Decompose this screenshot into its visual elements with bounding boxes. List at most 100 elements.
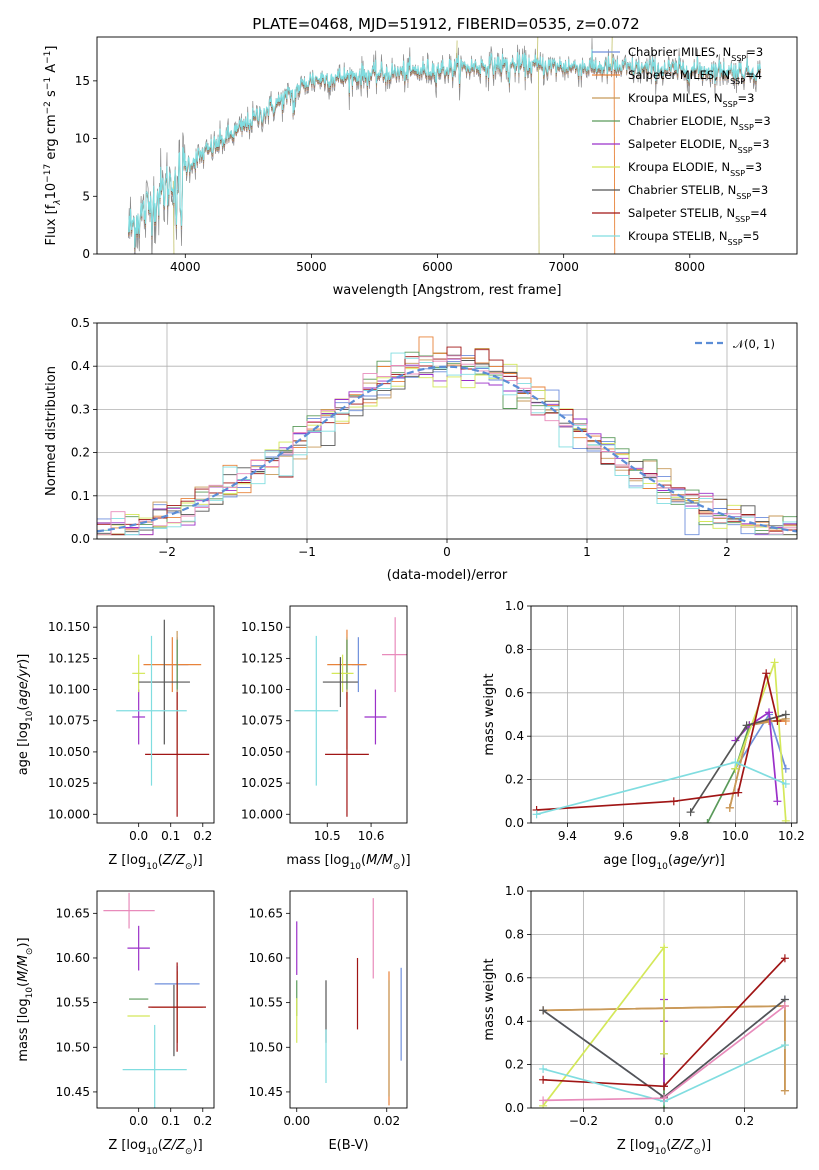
- label-part: −17: [43, 164, 53, 183]
- residuals-frame: [96, 322, 798, 540]
- label-part: −1: [43, 51, 53, 64]
- label-part: ⊙: [393, 862, 401, 872]
- legend-eq: =3: [751, 183, 768, 197]
- age_vs_mass-frame: [289, 605, 408, 824]
- y-tick-label: 10.150: [241, 620, 283, 634]
- mass-vs-Z-xlabel: Z [log10(Z/Z⊙)]: [108, 1138, 202, 1157]
- spectrum-lines: [128, 37, 761, 254]
- residual-histogram: [97, 346, 797, 536]
- y-tick-label: 10.050: [48, 745, 90, 759]
- y-tick-label: 0.8: [505, 642, 524, 656]
- y-tick-label: 15: [75, 74, 90, 88]
- spectrum-ylabel: Flux [fλ10−17 erg cm−2 s−1 A−1]: [43, 46, 63, 246]
- label-part: 10: [655, 1147, 667, 1157]
- y-tick-label: 10.50: [56, 1040, 90, 1054]
- legend-sub: SSP: [735, 215, 750, 224]
- label-part: ⊙: [693, 1147, 701, 1157]
- legend-name: Chabrier ELODIE, N: [628, 114, 739, 128]
- y-tick-label: 0: [82, 247, 90, 261]
- x-tick-label: 10.0: [722, 829, 749, 843]
- x-tick-label: 9.6: [614, 829, 633, 843]
- weight_vs_age-series: [532, 658, 790, 823]
- age_vs_Z-frame: [96, 605, 215, 824]
- y-tick-label: 10.65: [56, 906, 90, 920]
- label-part: 10: [146, 862, 158, 872]
- label-part: mass weight: [482, 958, 497, 1040]
- x-tick-label: 8000: [675, 260, 706, 274]
- y-tick-label: 0.2: [505, 1058, 524, 1072]
- label-part: 10: [146, 1147, 158, 1157]
- legend-label: Salpeter MILES, NSSP=4: [628, 68, 762, 86]
- x-tick-label: 6000: [422, 260, 453, 274]
- x-tick-label: 0.1: [161, 829, 180, 843]
- residual-histograms: [97, 336, 797, 536]
- mass-vs-ebv-xlabel: E(B-V): [328, 1138, 368, 1153]
- label-part: age/yr: [673, 853, 716, 868]
- y-tick-label: 10.45: [56, 1085, 90, 1099]
- y-tick-label: 10.55: [56, 996, 90, 1010]
- x-tick-label: 10.2: [778, 829, 805, 843]
- y-tick-label: 10.125: [241, 651, 283, 665]
- label-part: age [log: [16, 722, 31, 775]
- y-tick-label: 10.65: [249, 906, 283, 920]
- legend-label: Kroupa MILES, NSSP=3: [628, 91, 754, 109]
- mass_vs_ebv-points: [296, 898, 402, 1106]
- age-vs-Z-xlabel: Z [log10(Z/Z⊙)]: [108, 853, 202, 872]
- label-part: Z/Z: [670, 1138, 694, 1153]
- normal-curve: [97, 365, 797, 533]
- label-part: 10: [25, 987, 35, 999]
- y-tick-label: 10.50: [249, 1040, 283, 1054]
- legend-sub: SSP: [738, 146, 753, 155]
- y-tick-label: 0.3: [71, 402, 90, 416]
- x-tick-label: 10.6: [358, 829, 385, 843]
- x-tick-label: 0.1: [161, 1114, 180, 1128]
- mass_vs_ebv-frame: [289, 890, 408, 1109]
- weight_vs_age-axes: 9.4 9.6 9.8 10.0 10.2 0.0 0.2 0.4 0.6 0.8 1.0 age […: [482, 599, 805, 872]
- spectrum-axes: 4000 5000 6000 7000 8000 0 5 10 15 wavelength [An…: [43, 46, 705, 299]
- legend-name: Chabrier MILES, N: [628, 45, 731, 59]
- label-part: (: [668, 853, 673, 868]
- y-tick-label: 10.100: [48, 683, 90, 697]
- label-part: Normed distribution: [44, 366, 59, 496]
- spectrum-xlabel: wavelength [Angstrom, rest frame]: [333, 283, 562, 298]
- x-tick-label: 10.5: [314, 829, 341, 843]
- label-part: )]: [400, 853, 410, 868]
- y-tick-label: 1.0: [505, 599, 524, 613]
- legend-sub: SSP: [730, 169, 745, 178]
- label-part: (: [666, 1138, 671, 1153]
- y-tick-label: 5: [82, 189, 90, 203]
- label-part: mass [log: [286, 853, 349, 868]
- y-tick-label: 0.6: [505, 971, 524, 985]
- label-part: −1: [43, 77, 53, 90]
- label-part: λ: [53, 199, 63, 205]
- label-part: )]: [16, 654, 31, 664]
- y-tick-label: 0.6: [505, 686, 524, 700]
- y-tick-label: 0.4: [71, 359, 90, 373]
- weight_vs_Z-ylabel: mass weight: [482, 958, 497, 1040]
- x-tick-label: −1: [298, 545, 316, 559]
- label-part: 10: [656, 862, 668, 872]
- weight_vs_Z-series: [539, 943, 789, 1108]
- legend-name: Chabrier STELIB, N: [628, 183, 736, 197]
- label-part: )]: [193, 1138, 203, 1153]
- x-tick-label: 9.8: [670, 829, 689, 843]
- mass_vs_Z-axes: 0.0 0.1 0.2 10.45 10.50 10.55 10.60 10.65 Z [log…: [16, 906, 212, 1157]
- legend-sub: SSP: [730, 77, 745, 86]
- legend-eq: =4: [750, 206, 767, 220]
- x-tick-label: 0.2: [193, 829, 212, 843]
- residual-histogram: [97, 354, 797, 536]
- spectrum-frame: [96, 36, 798, 255]
- label-part: mass [log: [16, 998, 31, 1061]
- x-tick-label: 0.0: [129, 1114, 148, 1128]
- label-part: (: [16, 982, 31, 987]
- label-part: Z [log: [108, 1138, 146, 1153]
- label-part: ⊙: [25, 948, 35, 956]
- y-tick-label: 10.025: [48, 776, 90, 790]
- x-tick-label: 0.0: [129, 829, 148, 843]
- x-tick-label: 9.4: [558, 829, 577, 843]
- legend-label: Chabrier STELIB, NSSP=3: [628, 183, 768, 201]
- legend-sub: SSP: [723, 100, 738, 109]
- figure-title: PLATE=0468, MJD=51912, FIBERID=0535, z=0…: [252, 15, 639, 33]
- label-part: (: [16, 706, 31, 711]
- x-tick-label: 7000: [548, 260, 579, 274]
